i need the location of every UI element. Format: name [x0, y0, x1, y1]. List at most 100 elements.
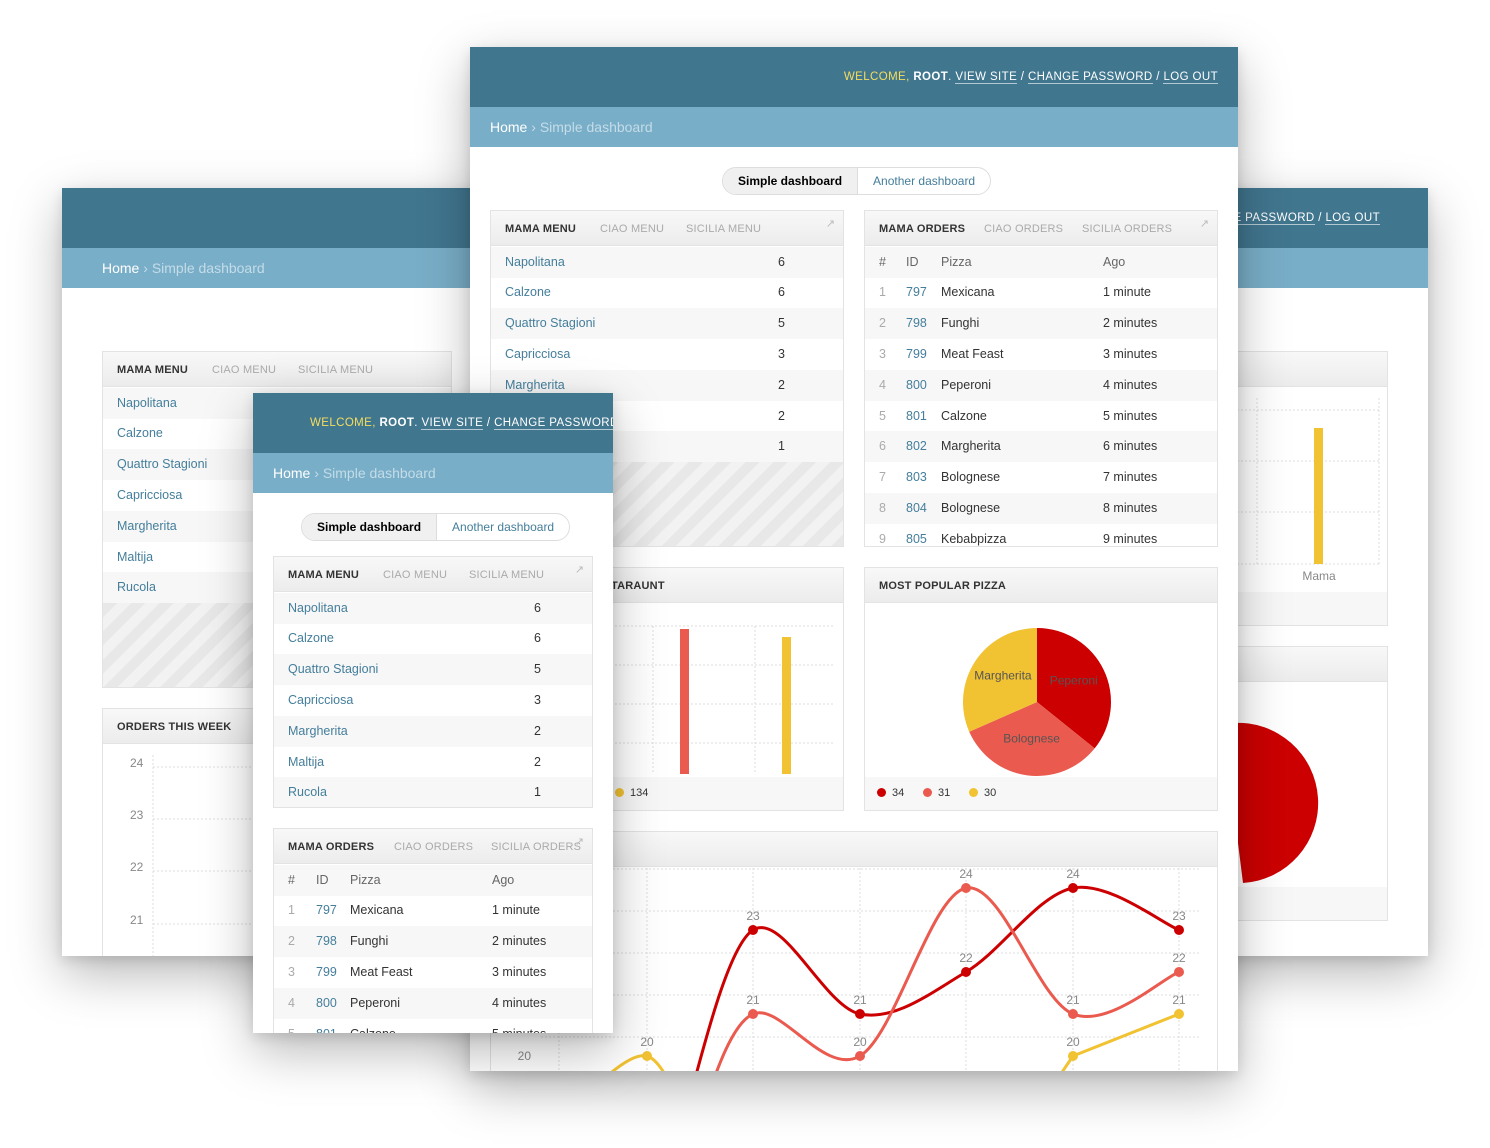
order-id-link[interactable]: 803: [906, 470, 927, 484]
breadcrumb-home[interactable]: Home: [273, 465, 311, 481]
pizza-link[interactable]: Calzone: [288, 631, 334, 645]
right-pie-chart: [1233, 722, 1319, 883]
pie-slice: [969, 702, 1095, 776]
order-ago: 5 minutes: [492, 1019, 546, 1033]
log-out-link[interactable]: Log out: [1325, 212, 1380, 225]
change-password-link[interactable]: Change password: [494, 417, 613, 430]
pizza-count: 6: [778, 285, 785, 299]
row-index: 3: [879, 347, 886, 361]
orders-module: Mama orders Ciao orders Sicilia orders ↗…: [864, 210, 1218, 547]
tab-another-dashboard[interactable]: Another dashboard: [452, 520, 555, 534]
tab-mama-menu[interactable]: Mama menu: [288, 569, 360, 581]
tab-another-dashboard[interactable]: Another dashboard: [873, 174, 976, 188]
tab-ciao-menu[interactable]: Ciao menu: [383, 569, 448, 581]
pizza-link[interactable]: Capricciosa: [505, 347, 571, 361]
row-index: 1: [879, 285, 886, 299]
tab-ciao-menu[interactable]: Ciao menu: [600, 223, 665, 235]
pizza-link[interactable]: Calzone: [505, 285, 551, 299]
right-bar-chart: Mama: [1233, 398, 1380, 583]
tab-ciao-orders[interactable]: Ciao orders: [394, 841, 474, 853]
expand-icon[interactable]: ↗: [825, 218, 835, 230]
pizza-count: 5: [534, 662, 541, 676]
order-id-link[interactable]: 798: [316, 934, 337, 948]
legend-dot: [923, 788, 932, 797]
pizza-link[interactable]: Margherita: [117, 519, 177, 533]
pizza-link[interactable]: Calzone: [117, 426, 163, 440]
tab-sicilia-menu[interactable]: Sicilia menu: [298, 364, 374, 376]
orders-module: Mama orders Ciao orders Sicilia orders ↗…: [273, 828, 593, 1033]
order-id-link[interactable]: 802: [906, 439, 927, 453]
tab-ciao-menu[interactable]: Ciao menu: [212, 364, 277, 376]
order-pizza: Bolognese: [941, 501, 1001, 515]
view-site-link[interactable]: View site: [955, 71, 1018, 84]
order-id-link[interactable]: 801: [316, 1019, 337, 1033]
pizza-link[interactable]: Napolitana: [505, 255, 565, 269]
tab-ciao-orders[interactable]: Ciao orders: [984, 223, 1064, 235]
list-item: Quattro Stagioni 5: [274, 654, 592, 685]
pizza-link[interactable]: Quattro Stagioni: [117, 457, 208, 471]
row-index: 4: [879, 378, 886, 392]
legend-value: 134: [630, 787, 649, 799]
pizza-link[interactable]: Quattro Stagioni: [288, 662, 379, 676]
order-id-link[interactable]: 800: [316, 996, 337, 1010]
order-id-link[interactable]: 797: [316, 903, 337, 917]
tab-sicilia-menu[interactable]: Sicilia menu: [686, 223, 762, 235]
order-id-link[interactable]: 804: [906, 501, 927, 515]
pie-slice-peperoni: [1233, 722, 1319, 883]
change-password-link[interactable]: Change password: [1027, 71, 1153, 84]
table-row: 5 801 Calzone 5 minutes: [865, 401, 1217, 432]
order-id-link[interactable]: 800: [906, 378, 927, 392]
pizza-link[interactable]: Napolitana: [117, 396, 177, 410]
list-item: Maltija 2: [274, 747, 592, 778]
pizza-link[interactable]: Capricciosa: [288, 693, 354, 707]
tab-sicilia-menu[interactable]: Sicilia menu: [469, 569, 545, 581]
right-pie-module: [1232, 646, 1388, 921]
expand-icon[interactable]: ↗: [574, 836, 584, 848]
legend-dot: [877, 788, 886, 797]
pizza-link[interactable]: Quattro Stagioni: [505, 316, 596, 330]
list-item: Napolitana 6: [274, 593, 592, 624]
order-id-link[interactable]: 798: [906, 316, 927, 330]
tab-simple-dashboard[interactable]: Simple dashboard: [302, 514, 438, 540]
pizza-link[interactable]: Napolitana: [288, 601, 348, 615]
module-title: Orders this week: [117, 721, 232, 733]
breadcrumb-sep: ›: [531, 119, 536, 135]
row-index: 9: [879, 532, 886, 546]
order-id-link[interactable]: 797: [906, 285, 927, 299]
module-header: Most popular pizza: [865, 568, 1217, 603]
breadcrumb-home[interactable]: Home: [102, 260, 140, 276]
col-header: ID: [316, 873, 329, 887]
pizza-link[interactable]: Maltija: [288, 755, 325, 769]
pizza-link[interactable]: Margherita: [288, 724, 348, 738]
module-tabs: Mama orders Ciao orders Sicilia orders ↗: [865, 211, 1217, 246]
pie-label: Margherita: [974, 669, 1032, 683]
view-site-link[interactable]: View site: [421, 417, 484, 430]
tab-simple-dashboard[interactable]: Simple dashboard: [723, 168, 859, 194]
pizza-link[interactable]: Capricciosa: [117, 488, 183, 502]
pizza-link[interactable]: Rucola: [117, 580, 156, 594]
order-id-link[interactable]: 805: [906, 532, 927, 546]
tab-mama-menu[interactable]: Mama menu: [117, 364, 189, 376]
row-index: 6: [879, 439, 886, 453]
data-label: 24: [959, 868, 973, 881]
tab-sicilia-orders[interactable]: Sicilia orders: [1082, 223, 1173, 235]
tab-mama-orders[interactable]: Mama orders: [288, 841, 375, 853]
expand-icon[interactable]: ↗: [574, 564, 584, 576]
col-header: Pizza: [941, 255, 972, 269]
order-id-link[interactable]: 801: [906, 409, 927, 423]
log-out-link[interactable]: Log out: [1163, 71, 1218, 84]
expand-icon[interactable]: ↗: [1199, 218, 1209, 230]
pizza-link[interactable]: Margherita: [505, 378, 565, 392]
series-point: [961, 883, 971, 893]
order-id-link[interactable]: 799: [316, 965, 337, 979]
breadcrumb-home[interactable]: Home: [490, 119, 528, 135]
tab-sicilia-orders[interactable]: Sicilia orders: [491, 841, 582, 853]
tab-mama-orders[interactable]: Mama orders: [879, 223, 966, 235]
breadcrumb-current: Simple dashboard: [151, 260, 265, 276]
pizza-link[interactable]: Maltija: [117, 550, 154, 564]
series-point: [748, 1009, 758, 1019]
tab-mama-menu[interactable]: Mama menu: [505, 223, 577, 235]
order-id-link[interactable]: 799: [906, 347, 927, 361]
pizza-link[interactable]: Rucola: [288, 785, 327, 799]
list-item: Capricciosa 3: [491, 339, 843, 370]
